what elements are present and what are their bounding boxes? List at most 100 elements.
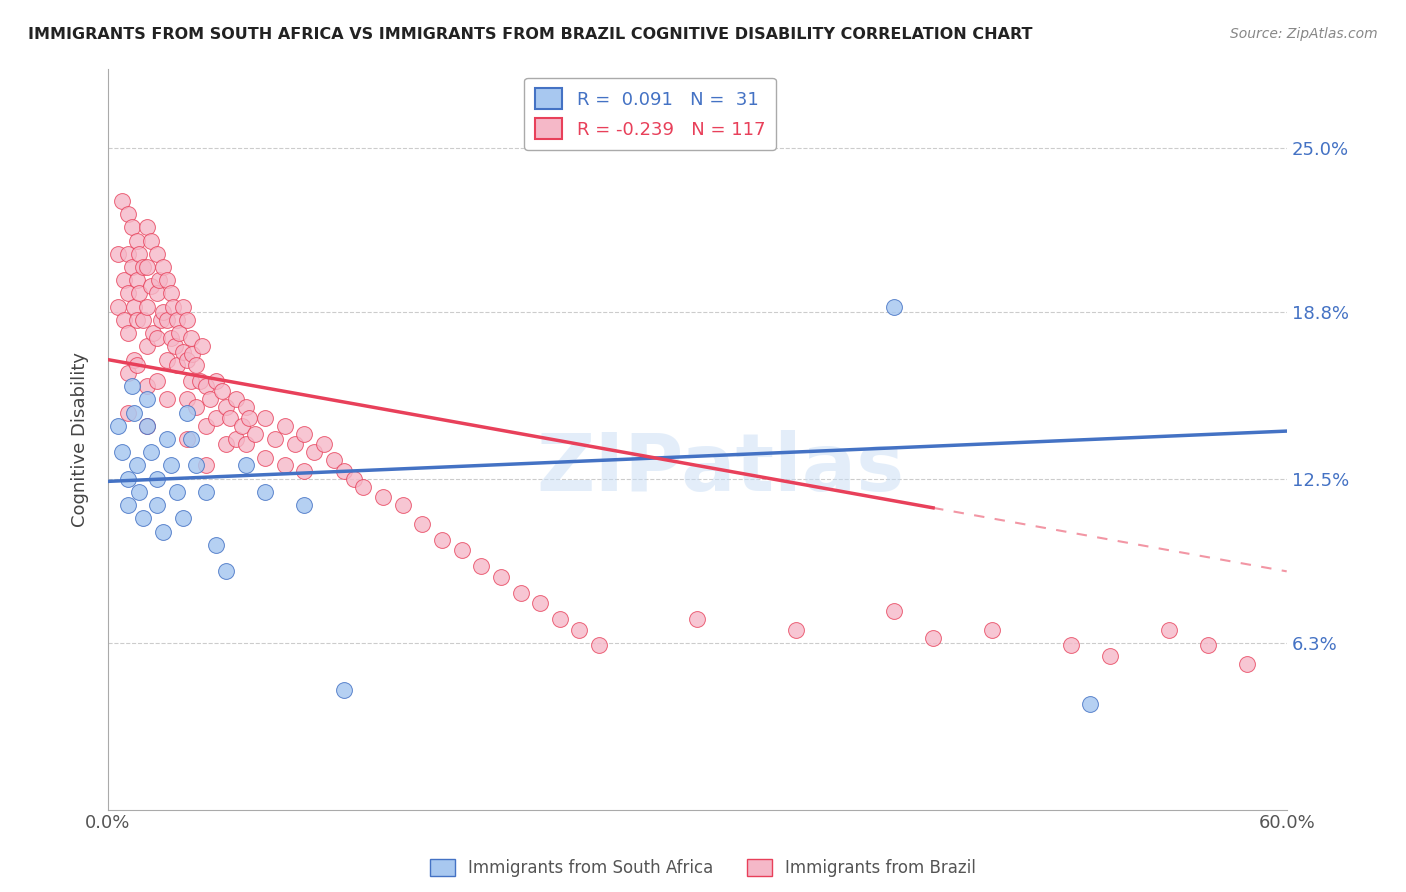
Point [117,247,139,261]
Point [314,437,336,451]
Point [205,410,228,425]
Point [122,300,145,314]
Point [150,313,173,327]
Point [883,604,905,618]
Point [179,432,201,446]
Point [284,437,307,451]
Point [146,472,169,486]
Point [218,410,240,425]
Point [117,472,139,486]
Point [225,392,247,407]
Point [195,485,218,500]
Point [136,260,159,274]
Point [160,286,183,301]
Point [294,498,316,512]
Point [128,247,150,261]
Point [391,498,413,512]
Point [146,374,169,388]
Point [238,410,260,425]
Point [163,339,186,353]
Point [225,432,247,446]
Text: ZIPatlas: ZIPatlas [537,430,905,508]
Point [922,631,945,645]
Point [1078,697,1101,711]
Point [342,472,364,486]
Point [548,612,571,626]
Point [172,511,194,525]
Point [127,458,149,473]
Text: IMMIGRANTS FROM SOUTH AFRICA VS IMMIGRANTS FROM BRAZIL COGNITIVE DISABILITY CORR: IMMIGRANTS FROM SOUTH AFRICA VS IMMIGRAN… [28,27,1032,42]
Point [509,585,531,599]
Point [142,326,165,341]
Point [179,374,201,388]
Point [181,347,204,361]
Point [111,194,134,208]
Point [1059,639,1081,653]
Point [176,392,198,407]
Point [172,300,194,314]
Legend: R =  0.091   N =  31, R = -0.239   N = 117: R = 0.091 N = 31, R = -0.239 N = 117 [524,78,776,150]
Point [166,313,188,327]
Point [156,352,179,367]
Point [411,516,433,531]
Point [132,313,155,327]
Point [152,260,174,274]
Point [322,453,344,467]
Legend: Immigrants from South Africa, Immigrants from Brazil: Immigrants from South Africa, Immigrants… [423,852,983,884]
Point [195,379,218,393]
Point [146,286,169,301]
Point [136,418,159,433]
Point [785,623,807,637]
Point [136,220,159,235]
Point [198,392,221,407]
Point [166,485,188,500]
Point [162,300,184,314]
Point [430,533,453,547]
Point [128,485,150,500]
Point [274,418,297,433]
Point [117,406,139,420]
Point [136,379,159,393]
Point [152,524,174,539]
Point [304,445,326,459]
Point [122,352,145,367]
Point [1098,648,1121,663]
Point [186,458,208,473]
Point [141,234,163,248]
Point [294,426,316,441]
Point [215,565,238,579]
Point [121,260,143,274]
Point [136,418,159,433]
Point [172,344,194,359]
Point [568,623,591,637]
Point [156,273,179,287]
Point [127,358,149,372]
Point [176,313,198,327]
Point [1157,623,1180,637]
Point [352,480,374,494]
Point [245,426,267,441]
Point [160,458,183,473]
Point [148,273,170,287]
Point [235,458,257,473]
Point [146,498,169,512]
Point [176,352,198,367]
Point [176,432,198,446]
Point [254,450,277,465]
Point [132,260,155,274]
Point [156,313,179,327]
Point [107,300,129,314]
Point [211,384,233,399]
Point [1236,657,1258,671]
Point [195,418,218,433]
Point [127,273,149,287]
Point [117,498,139,512]
Point [332,683,354,698]
Point [111,445,134,459]
Y-axis label: Cognitive Disability: Cognitive Disability [72,351,89,526]
Point [176,406,198,420]
Point [156,392,179,407]
Point [254,485,277,500]
Point [470,559,492,574]
Point [141,445,163,459]
